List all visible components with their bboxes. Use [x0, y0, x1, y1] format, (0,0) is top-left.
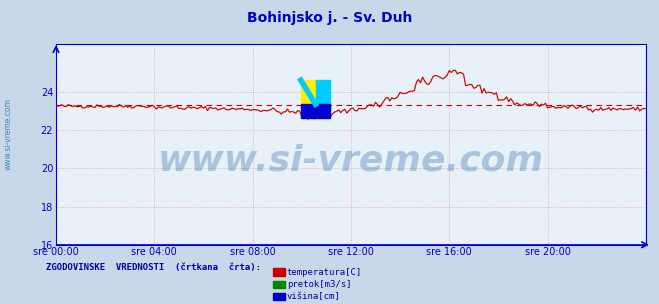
- FancyBboxPatch shape: [301, 104, 330, 118]
- Text: ZGODOVINSKE  VREDNOSTI  (črtkana  črta):: ZGODOVINSKE VREDNOSTI (črtkana črta):: [46, 263, 261, 272]
- Text: www.si-vreme.com: www.si-vreme.com: [4, 98, 13, 170]
- Text: www.si-vreme.com: www.si-vreme.com: [158, 143, 544, 178]
- FancyBboxPatch shape: [316, 80, 330, 104]
- Text: višina[cm]: višina[cm]: [287, 292, 341, 301]
- FancyBboxPatch shape: [301, 80, 316, 104]
- Text: pretok[m3/s]: pretok[m3/s]: [287, 280, 351, 289]
- Text: temperatura[C]: temperatura[C]: [287, 268, 362, 277]
- Text: Bohinjsko j. - Sv. Duh: Bohinjsko j. - Sv. Duh: [247, 11, 412, 25]
